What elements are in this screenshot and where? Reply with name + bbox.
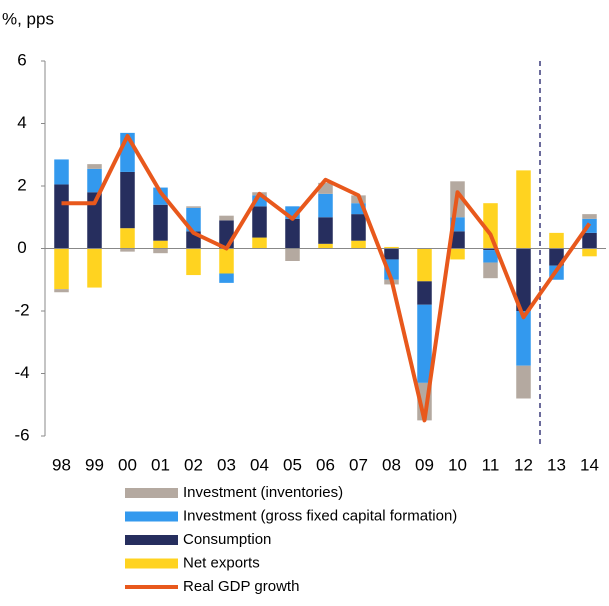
x-tick-label: 09 bbox=[415, 455, 434, 474]
y-tick-label: 2 bbox=[17, 175, 26, 194]
bar-segment bbox=[417, 281, 432, 305]
bar-segment bbox=[87, 168, 102, 193]
x-tick-label: 02 bbox=[184, 455, 203, 474]
x-tick-label: 11 bbox=[482, 455, 500, 474]
x-tick-label: 10 bbox=[448, 455, 467, 474]
legend-label: Investment (inventories) bbox=[183, 484, 343, 501]
bar-segment bbox=[582, 248, 597, 257]
bar-segment bbox=[417, 248, 432, 282]
x-tick-label: 98 bbox=[52, 455, 71, 474]
bar-segment bbox=[516, 365, 531, 399]
x-tick-label: 14 bbox=[580, 455, 599, 474]
legend-label: Real GDP growth bbox=[183, 578, 299, 595]
bar-segment bbox=[384, 248, 399, 260]
bar-segment bbox=[318, 193, 333, 218]
bar-segment bbox=[153, 204, 168, 241]
bar-segment bbox=[450, 248, 465, 260]
bar-segment bbox=[483, 248, 498, 251]
bar-segment bbox=[54, 248, 69, 290]
bar-segment bbox=[87, 192, 102, 249]
bar-segment bbox=[351, 214, 366, 241]
bar-segment bbox=[219, 248, 234, 274]
bar-segment bbox=[120, 171, 135, 229]
legend-swatch bbox=[125, 511, 178, 522]
x-tick-label: 06 bbox=[316, 455, 335, 474]
x-tick-label: 12 bbox=[514, 455, 533, 474]
x-tick-label: 01 bbox=[151, 455, 170, 474]
y-tick-label: -2 bbox=[14, 300, 29, 319]
bar-segment bbox=[153, 240, 168, 249]
y-tick-label: 4 bbox=[17, 113, 26, 132]
bar-segment bbox=[483, 262, 498, 279]
bar-segment bbox=[252, 237, 267, 249]
y-tick-label: 6 bbox=[17, 50, 26, 69]
x-tick-label: 08 bbox=[382, 455, 401, 474]
gdp-line bbox=[61, 134, 592, 423]
legend-label: Consumption bbox=[183, 531, 271, 548]
bar-segment bbox=[153, 187, 168, 205]
x-tick-label: 05 bbox=[283, 455, 302, 474]
legend-swatch bbox=[125, 535, 178, 545]
bar-segment bbox=[285, 248, 300, 261]
x-tick-label: 13 bbox=[547, 455, 566, 474]
bar-segment bbox=[582, 232, 597, 249]
bar-segment bbox=[450, 231, 465, 249]
bar-segment bbox=[219, 273, 234, 283]
bar-segment bbox=[351, 240, 366, 249]
bar-segment bbox=[186, 248, 201, 276]
y-tick-label: -4 bbox=[14, 363, 29, 382]
bar-segment bbox=[384, 246, 399, 249]
x-tick-label: 07 bbox=[349, 455, 368, 474]
bar-segment bbox=[516, 170, 531, 249]
bar-segment bbox=[252, 195, 267, 207]
bar-segment bbox=[549, 248, 564, 266]
bar-segment bbox=[318, 182, 333, 194]
bar-segment bbox=[417, 304, 432, 383]
bar-segment bbox=[54, 159, 69, 185]
x-tick-label: 00 bbox=[118, 455, 137, 474]
bar-segment bbox=[87, 248, 102, 288]
bar-segment bbox=[186, 206, 201, 208]
bar-segment bbox=[516, 248, 531, 311]
chart-title: %, pps bbox=[2, 9, 54, 28]
bar-segment bbox=[516, 311, 531, 366]
bar-segment bbox=[219, 215, 234, 221]
bar-segment bbox=[54, 184, 69, 249]
bar-segment bbox=[483, 203, 498, 249]
bar-segment bbox=[318, 217, 333, 244]
bar-segment bbox=[153, 248, 168, 254]
legend-swatch bbox=[125, 558, 178, 569]
bar-segment bbox=[54, 289, 69, 293]
legend-swatch bbox=[125, 488, 178, 498]
bar-segment bbox=[318, 243, 333, 249]
x-tick-label: 04 bbox=[250, 455, 269, 474]
x-tick-label: 03 bbox=[217, 455, 236, 474]
y-tick-label: -6 bbox=[14, 425, 29, 444]
y-tick-label: 0 bbox=[17, 238, 26, 257]
bar-segment bbox=[87, 164, 102, 169]
bar-segment bbox=[582, 214, 597, 219]
x-tick-label: 99 bbox=[85, 455, 104, 474]
bar-segment bbox=[252, 206, 267, 238]
bar-segment bbox=[549, 232, 564, 249]
bar-segment bbox=[483, 250, 498, 263]
bar-segment bbox=[285, 218, 300, 249]
legend-label: Net exports bbox=[183, 554, 260, 571]
bar-segment bbox=[120, 248, 135, 252]
bar-segment bbox=[351, 203, 366, 215]
legend-label: Investment (gross fixed capital formatio… bbox=[183, 507, 457, 524]
bar-segment bbox=[120, 228, 135, 249]
